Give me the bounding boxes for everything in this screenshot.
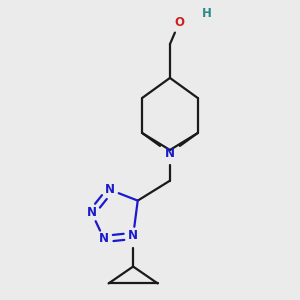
Text: N: N	[105, 183, 115, 196]
Text: N: N	[128, 230, 138, 242]
Text: O: O	[174, 16, 184, 29]
Text: N: N	[87, 206, 97, 219]
Text: N: N	[165, 147, 175, 160]
Text: H: H	[202, 7, 212, 20]
Text: N: N	[99, 232, 109, 245]
